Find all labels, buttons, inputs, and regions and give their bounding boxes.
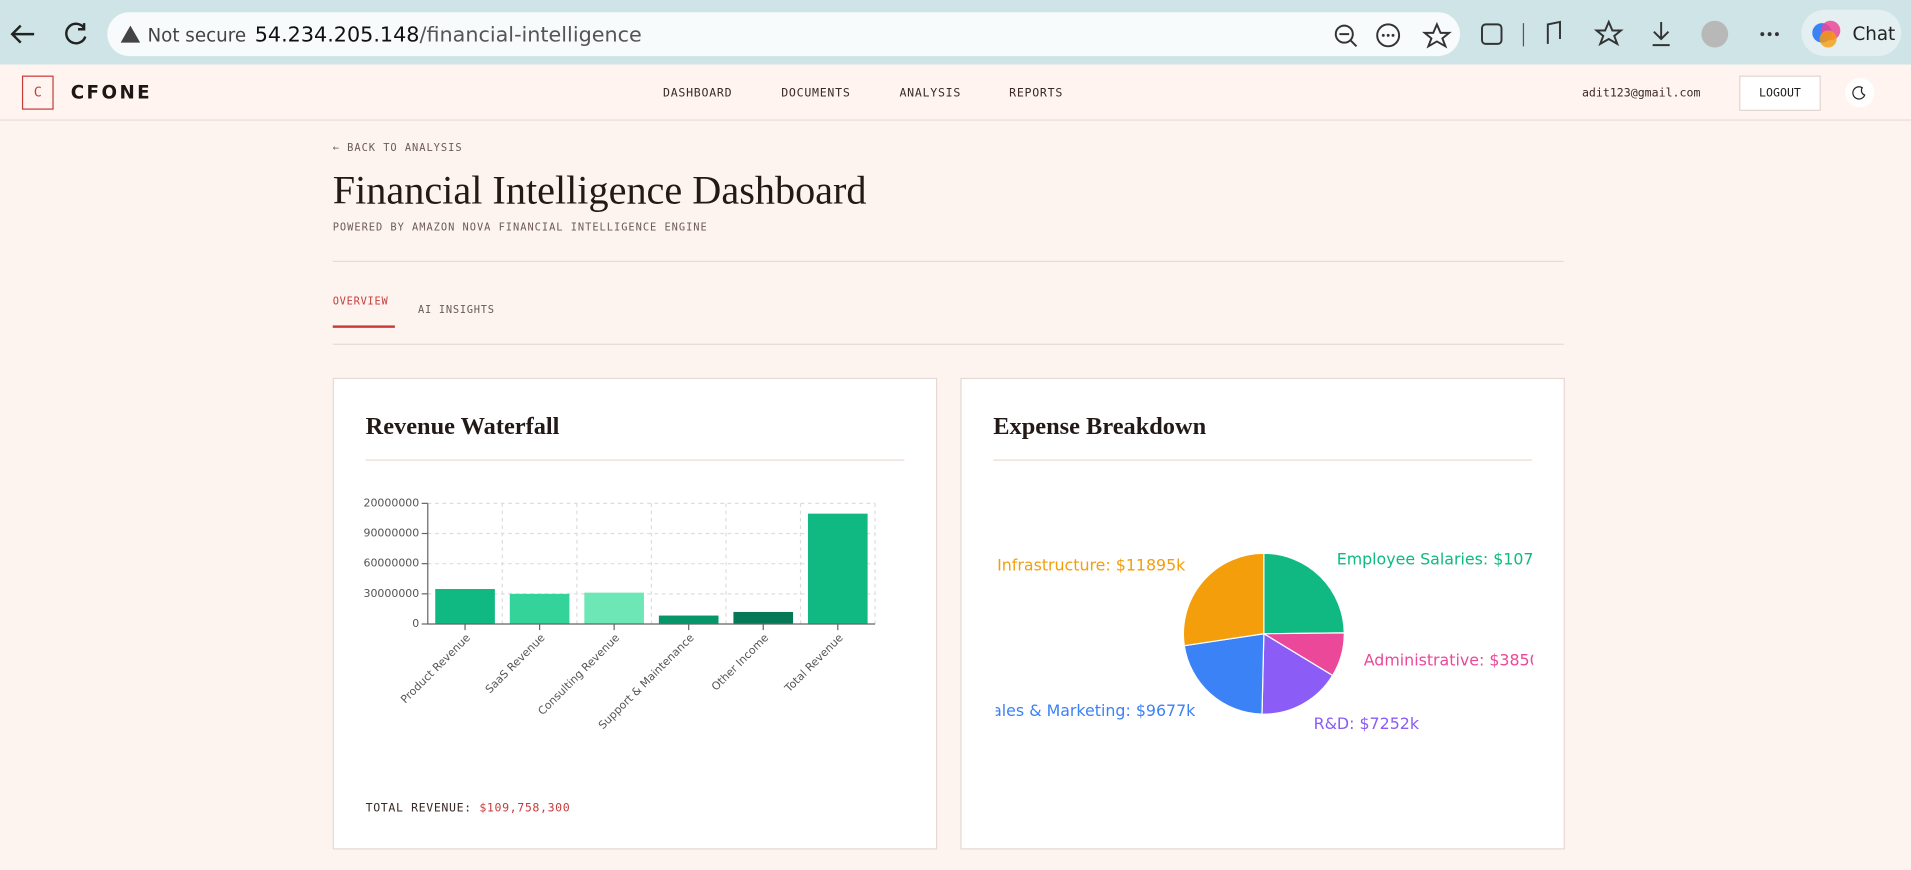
media-icon[interactable]	[1546, 20, 1561, 44]
bar	[435, 589, 495, 624]
divider	[332, 260, 1564, 263]
url-path: /financial-intelligence	[419, 23, 642, 48]
logout-button[interactable]: LOGOUT	[1739, 75, 1821, 111]
x-tick-label: Product Revenue	[398, 631, 473, 706]
card-title: Expense Breakdown	[993, 413, 1207, 440]
url: 54.234.205.148/financial-intelligence	[255, 23, 642, 47]
nav-link[interactable]: REPORTS	[1009, 86, 1064, 100]
bar	[807, 513, 868, 624]
nav-link[interactable]: ANALYSIS	[899, 86, 962, 100]
downloads-icon[interactable]	[1652, 21, 1670, 47]
divider	[332, 343, 1564, 345]
page-title: Financial Intelligence Dashboard	[332, 169, 867, 214]
pie-slice	[1182, 552, 1265, 647]
address-bar[interactable]: Not secure 54.234.205.148/financial-inte…	[107, 12, 1461, 57]
warning-icon	[120, 25, 141, 43]
total-revenue-value: $109,758,300	[479, 801, 571, 816]
toolbar-icons	[1481, 19, 1779, 48]
pie-chart: Employee Salaries: $10790k Administrative…	[996, 550, 1533, 734]
bar	[509, 593, 570, 624]
user-email: adit123@gmail.com	[1581, 86, 1701, 100]
back-icon[interactable]	[10, 24, 35, 44]
divider	[365, 459, 905, 461]
x-tick-label: Consulting Revenue	[535, 631, 622, 718]
tab[interactable]: AI INSIGHTS	[418, 304, 495, 317]
slice-label: Cloud Infrastructure: $11895k	[996, 556, 1186, 575]
logo[interactable]: C	[21, 75, 54, 110]
bar	[658, 615, 719, 624]
slice-label: R&D: $7252k	[1314, 714, 1420, 733]
x-tick-label: Other Income	[709, 631, 771, 693]
slice-label: Employee Salaries: $10790k	[1337, 550, 1533, 569]
page-subtitle: POWERED BY AMAZON NOVA FINANCIAL INTELLI…	[332, 221, 708, 234]
pie-slice	[1183, 633, 1265, 715]
total-revenue-label: TOTAL REVENUE:	[365, 801, 472, 816]
y-tick-label: 90000000	[364, 527, 420, 540]
reload-icon[interactable]	[65, 22, 87, 45]
nav-link[interactable]: DOCUMENTS	[781, 86, 851, 100]
bar-chart: 0 30000000 60000000 90000000 20000000 Product…	[364, 496, 876, 732]
chat-button[interactable]: Chat	[1801, 9, 1902, 57]
brand[interactable]: CFONE	[70, 81, 153, 104]
favorites-icon[interactable]	[1593, 19, 1624, 47]
chat-label: Chat	[1852, 23, 1896, 46]
nav-icons	[10, 22, 87, 45]
bar-card: Revenue Waterfall 0 30000000 60000000 90000…	[332, 377, 938, 850]
url-host: 54.234.205.148	[254, 23, 420, 48]
x-tick-label: SaaS Revenue	[483, 631, 548, 696]
x-tick-label: Total Revenue	[782, 631, 846, 695]
tab-underline	[332, 325, 395, 328]
theme-toggle[interactable]	[1845, 78, 1875, 108]
tab-active[interactable]: OVERVIEW	[332, 296, 389, 309]
y-tick-label: 20000000	[364, 496, 420, 509]
slice-label: Sales & Marketing: $9677k	[996, 701, 1196, 720]
card-title: Revenue Waterfall	[365, 413, 560, 440]
y-tick-label: 30000000	[364, 587, 420, 600]
security-label: Not secure	[147, 24, 247, 47]
profile-icon[interactable]	[1701, 20, 1729, 48]
pie-card: Expense Breakdown Employee Salaries: $10…	[960, 377, 1565, 850]
browser-toolbar: Not secure 54.234.205.148/financial-inte…	[0, 0, 1911, 65]
extensions-icon[interactable]	[1481, 23, 1503, 45]
bar	[733, 611, 794, 624]
bar	[584, 592, 644, 624]
y-tick-label: 0	[412, 617, 419, 630]
nav-link[interactable]: DASHBOARD	[663, 86, 733, 100]
slice-label: Administrative: $3850k	[1364, 651, 1533, 670]
copilot-icon	[1812, 20, 1841, 48]
address-icons	[1334, 21, 1452, 49]
pie-slice	[1263, 552, 1345, 635]
total-label: TOTAL REVENUE: $109,758,300	[366, 802, 571, 815]
back-link[interactable]: ← BACK TO ANALYSIS	[332, 142, 463, 155]
y-tick-label: 60000000	[364, 557, 420, 570]
divider	[993, 459, 1532, 461]
app-header: C CFONE DASHBOARD DOCUMENTS ANALYSIS REP…	[0, 64, 1911, 121]
pie-slice	[1261, 632, 1334, 715]
moon-icon	[1852, 86, 1866, 100]
